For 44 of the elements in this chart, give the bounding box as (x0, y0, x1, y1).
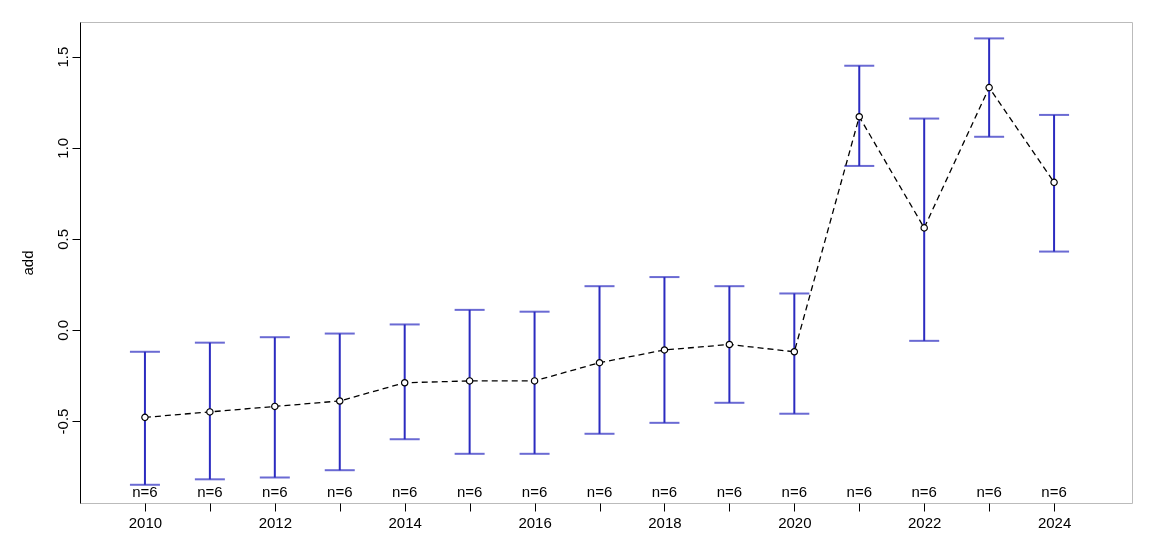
point (1050, 178, 1058, 187)
x-tick-label: 2020 (778, 513, 812, 531)
point (725, 340, 734, 349)
annotation: n=6 (651, 483, 678, 500)
point (595, 358, 604, 367)
point (660, 346, 669, 354)
point (271, 402, 279, 411)
annotation: n=6 (1041, 483, 1067, 500)
y-tick-label: 1.5 (53, 46, 71, 68)
x-tick-label: 2018 (648, 513, 682, 531)
point (985, 83, 993, 92)
annotation: n=6 (327, 483, 353, 500)
annotation: n=6 (911, 483, 937, 500)
point (790, 348, 799, 356)
y-axis-title: add (18, 250, 36, 276)
annotation: n=6 (132, 483, 158, 500)
y-tick-label: 1.0 (53, 137, 71, 159)
annotation: n=6 (586, 483, 613, 500)
annotation: n=6 (521, 483, 548, 500)
y-tick-label: -0.5 (53, 408, 71, 435)
point (206, 408, 214, 416)
x-tick-label: 2016 (518, 513, 552, 531)
annotation: n=6 (716, 483, 743, 500)
y-tick-label: 0.5 (53, 228, 71, 250)
annotation: n=6 (197, 483, 223, 500)
annotation: n=6 (976, 483, 1002, 500)
point (530, 377, 539, 385)
point (335, 397, 344, 405)
point (465, 377, 474, 385)
annotation: n=6 (391, 483, 418, 500)
point (141, 413, 149, 422)
annotation: n=6 (456, 483, 483, 500)
y-tick-label: 0.0 (53, 319, 71, 341)
x-tick-label: 2024 (1037, 513, 1072, 531)
point (920, 224, 928, 232)
annotation: n=6 (262, 483, 288, 500)
point (855, 112, 864, 121)
point (400, 378, 409, 387)
annotation: n=6 (781, 483, 808, 500)
x-tick-label: 2010 (128, 513, 163, 531)
annotation: n=6 (846, 483, 872, 500)
x-tick-label: 2022 (908, 513, 942, 531)
x-tick-label: 2012 (258, 513, 292, 531)
x-tick-label: 2014 (388, 513, 422, 531)
